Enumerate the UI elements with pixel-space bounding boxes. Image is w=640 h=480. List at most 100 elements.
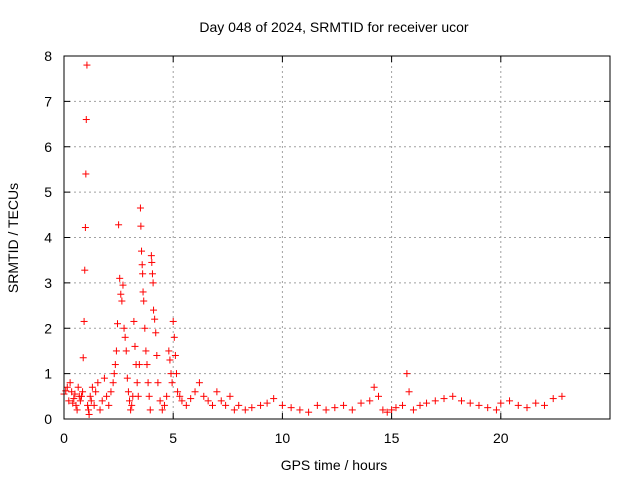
- data-point: [558, 392, 566, 400]
- data-point: [126, 397, 134, 405]
- data-point: [105, 401, 113, 409]
- data-point: [88, 383, 96, 391]
- data-point: [187, 395, 195, 403]
- data-point: [98, 397, 106, 405]
- data-point: [379, 406, 387, 414]
- data-point: [492, 406, 500, 414]
- data-point: [130, 317, 138, 325]
- data-point: [497, 399, 505, 407]
- data-point: [83, 61, 91, 69]
- y-tick-label: 2: [44, 320, 52, 336]
- data-point: [81, 224, 89, 232]
- data-point: [457, 397, 465, 405]
- data-point: [82, 116, 90, 124]
- data-point: [540, 401, 548, 409]
- data-point: [73, 406, 81, 414]
- x-axis-label: GPS time / hours: [281, 457, 388, 473]
- data-point: [143, 361, 151, 369]
- data-point: [532, 399, 540, 407]
- data-point: [127, 406, 135, 414]
- data-point: [124, 388, 132, 396]
- data-point: [172, 370, 180, 378]
- data-point: [90, 401, 98, 409]
- data-point: [278, 401, 286, 409]
- data-point: [151, 315, 159, 323]
- data-point: [117, 290, 125, 298]
- y-tick-label: 5: [44, 184, 52, 200]
- data-point: [131, 342, 139, 350]
- data-point: [84, 401, 92, 409]
- data-point: [296, 406, 304, 414]
- data-point: [158, 406, 166, 414]
- data-point: [222, 401, 230, 409]
- data-point: [506, 397, 514, 405]
- data-point: [138, 247, 146, 255]
- data-point: [133, 379, 141, 387]
- data-point: [63, 383, 71, 391]
- data-point: [85, 410, 93, 418]
- data-point: [440, 395, 448, 403]
- data-point: [383, 408, 391, 416]
- data-point: [160, 401, 168, 409]
- data-point: [213, 388, 221, 396]
- data-point: [140, 297, 148, 305]
- chart-title: Day 048 of 2024, SRMTID for receiver uco…: [199, 19, 469, 35]
- data-point: [65, 397, 73, 405]
- data-point: [134, 392, 142, 400]
- data-point: [149, 279, 157, 287]
- data-point: [153, 351, 161, 359]
- x-tick-label: 15: [384, 430, 400, 446]
- data-point: [118, 297, 126, 305]
- data-point: [86, 392, 94, 400]
- data-point: [174, 388, 182, 396]
- data-point: [79, 388, 87, 396]
- data-point: [103, 392, 111, 400]
- data-point: [70, 395, 78, 403]
- data-point: [79, 354, 87, 362]
- y-tick-label: 3: [44, 275, 52, 291]
- data-point: [94, 379, 102, 387]
- data-point: [87, 397, 95, 405]
- data-point: [110, 370, 118, 378]
- data-point: [399, 401, 407, 409]
- data-point: [392, 404, 400, 412]
- data-point: [156, 397, 164, 405]
- data-point: [123, 374, 131, 382]
- data-point: [66, 379, 74, 387]
- data-point: [112, 347, 120, 355]
- data-point: [122, 347, 130, 355]
- data-point: [178, 397, 186, 405]
- data-point: [152, 329, 160, 337]
- data-point: [209, 401, 217, 409]
- data-point: [340, 401, 348, 409]
- data-point: [147, 252, 155, 260]
- data-point: [76, 397, 84, 405]
- data-point: [145, 392, 153, 400]
- data-point: [475, 401, 483, 409]
- data-point: [405, 388, 413, 396]
- data-point: [82, 170, 90, 178]
- data-point: [230, 406, 238, 414]
- data-point: [305, 408, 313, 416]
- y-tick-label: 0: [44, 411, 52, 427]
- data-point: [514, 401, 522, 409]
- data-point: [200, 392, 208, 400]
- y-tick-label: 1: [44, 366, 52, 382]
- data-point: [135, 361, 143, 369]
- data-point: [120, 324, 128, 332]
- data-point: [150, 306, 158, 314]
- y-axis-label: SRMTID / TECUs: [5, 183, 21, 293]
- data-point: [416, 401, 424, 409]
- data-point: [128, 401, 136, 409]
- data-point: [191, 388, 199, 396]
- data-point: [423, 399, 431, 407]
- data-point: [226, 392, 234, 400]
- data-point: [322, 406, 330, 414]
- data-point: [146, 406, 154, 414]
- data-point: [263, 399, 271, 407]
- data-point: [168, 379, 176, 387]
- data-point: [331, 404, 339, 412]
- x-tick-label: 5: [169, 430, 177, 446]
- data-point: [100, 374, 108, 382]
- data-point: [170, 333, 178, 341]
